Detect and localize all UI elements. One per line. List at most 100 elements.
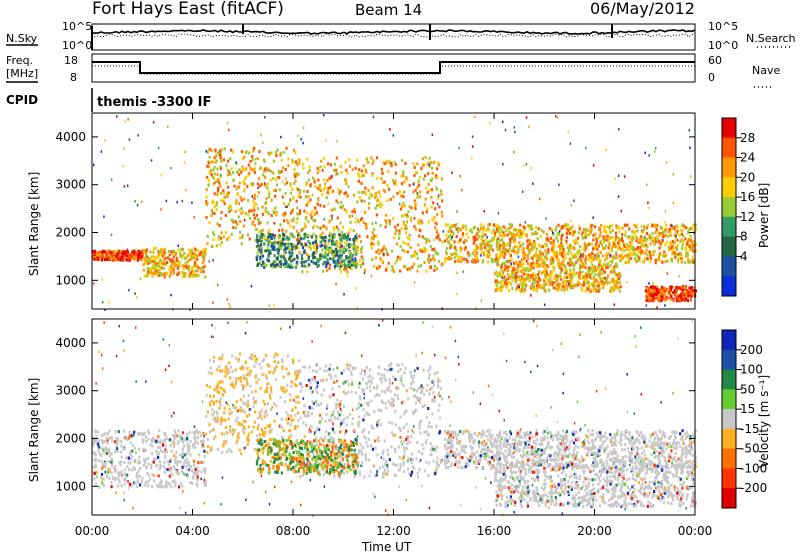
power-cell	[354, 257, 356, 260]
velocity-cell	[135, 471, 139, 475]
power-cell	[357, 190, 360, 194]
power-cell	[680, 290, 683, 294]
power-cell	[235, 161, 237, 164]
power-cell	[525, 259, 528, 263]
velocity-cell	[249, 370, 252, 374]
power-cell	[327, 242, 330, 246]
power-cell	[288, 251, 291, 255]
velocity-cell	[143, 431, 146, 435]
power-cell	[664, 304, 666, 307]
power-cell	[292, 219, 295, 223]
velocity-cell	[273, 360, 276, 363]
power-cell	[418, 195, 421, 199]
power-cell	[581, 255, 584, 259]
power-cell	[646, 223, 649, 227]
power-cell	[540, 262, 543, 266]
velocity-cell	[211, 408, 214, 412]
power-cell	[168, 253, 171, 257]
velocity-cell	[104, 448, 108, 452]
power-cell	[580, 233, 583, 237]
power-cell	[417, 218, 420, 222]
power-cell	[520, 280, 523, 284]
power-cell	[363, 199, 366, 203]
power-cell	[155, 262, 158, 266]
power-cell	[522, 262, 525, 266]
power-cell	[515, 252, 518, 256]
velocity-cell	[115, 436, 118, 440]
power-cell	[317, 263, 320, 267]
power-cell	[645, 243, 648, 247]
power-cell	[332, 250, 335, 254]
power-cell	[646, 291, 649, 295]
velocity-cell	[164, 434, 167, 437]
power-cell	[356, 306, 359, 310]
power-cell	[335, 168, 338, 172]
power-cell	[180, 270, 183, 274]
power-cell	[534, 230, 537, 234]
power-cell	[553, 250, 556, 254]
velocity-cell	[268, 364, 271, 368]
power-cell	[162, 258, 166, 262]
power-cell	[557, 231, 560, 235]
power-cell	[451, 234, 454, 238]
power-cell	[542, 286, 545, 290]
velocity-cell	[273, 368, 277, 372]
power-cell	[216, 192, 219, 196]
velocity-cell	[109, 452, 112, 456]
power-cell	[434, 250, 437, 254]
velocity-cell	[96, 430, 99, 434]
power-cell	[331, 174, 333, 178]
power-cell	[504, 233, 507, 237]
power-cell	[327, 162, 330, 166]
power-cell	[521, 269, 524, 273]
power-cell	[648, 233, 651, 237]
power-cell	[296, 238, 299, 242]
power-cell	[597, 257, 600, 261]
power-cell	[181, 264, 185, 268]
velocity-cell	[113, 467, 116, 470]
power-cell	[399, 255, 402, 259]
power-cell	[371, 258, 374, 261]
power-cell	[410, 206, 413, 210]
power-cell	[237, 215, 240, 219]
power-cell	[616, 226, 619, 230]
power-cell	[392, 216, 395, 220]
velocity-cell	[120, 460, 123, 464]
power-cell	[292, 247, 295, 251]
power-cell	[321, 169, 324, 172]
power-cell	[533, 245, 536, 249]
power-cell	[557, 116, 559, 119]
velocity-cell	[196, 466, 199, 470]
power-cell	[669, 297, 673, 301]
power-cell	[413, 251, 416, 255]
power-cell	[423, 203, 426, 207]
power-cell	[367, 160, 370, 164]
power-cell	[240, 242, 243, 246]
power-cell	[402, 195, 405, 199]
power-cell	[259, 243, 262, 247]
power-cell	[298, 211, 301, 215]
velocity-cell	[168, 438, 171, 442]
power-cell	[294, 265, 298, 269]
power-cell	[263, 175, 266, 179]
power-cell	[272, 233, 275, 237]
power-cell	[538, 285, 541, 289]
power-cell	[555, 274, 558, 278]
power-cell	[111, 252, 114, 256]
power-cell	[536, 273, 540, 276]
power-cell	[276, 241, 279, 245]
power-cell	[513, 228, 516, 232]
power-cell	[592, 164, 595, 167]
power-cell	[303, 260, 306, 264]
power-cell	[515, 281, 517, 284]
power-cell	[482, 240, 485, 243]
power-cell	[563, 250, 566, 254]
power-cell	[486, 240, 489, 244]
power-cell	[256, 238, 259, 242]
power-cell	[418, 234, 421, 238]
velocity-cell	[240, 452, 243, 456]
power-cell	[113, 258, 116, 261]
power-cell	[270, 198, 273, 202]
power-cell	[272, 189, 276, 192]
power-cell	[269, 249, 272, 253]
